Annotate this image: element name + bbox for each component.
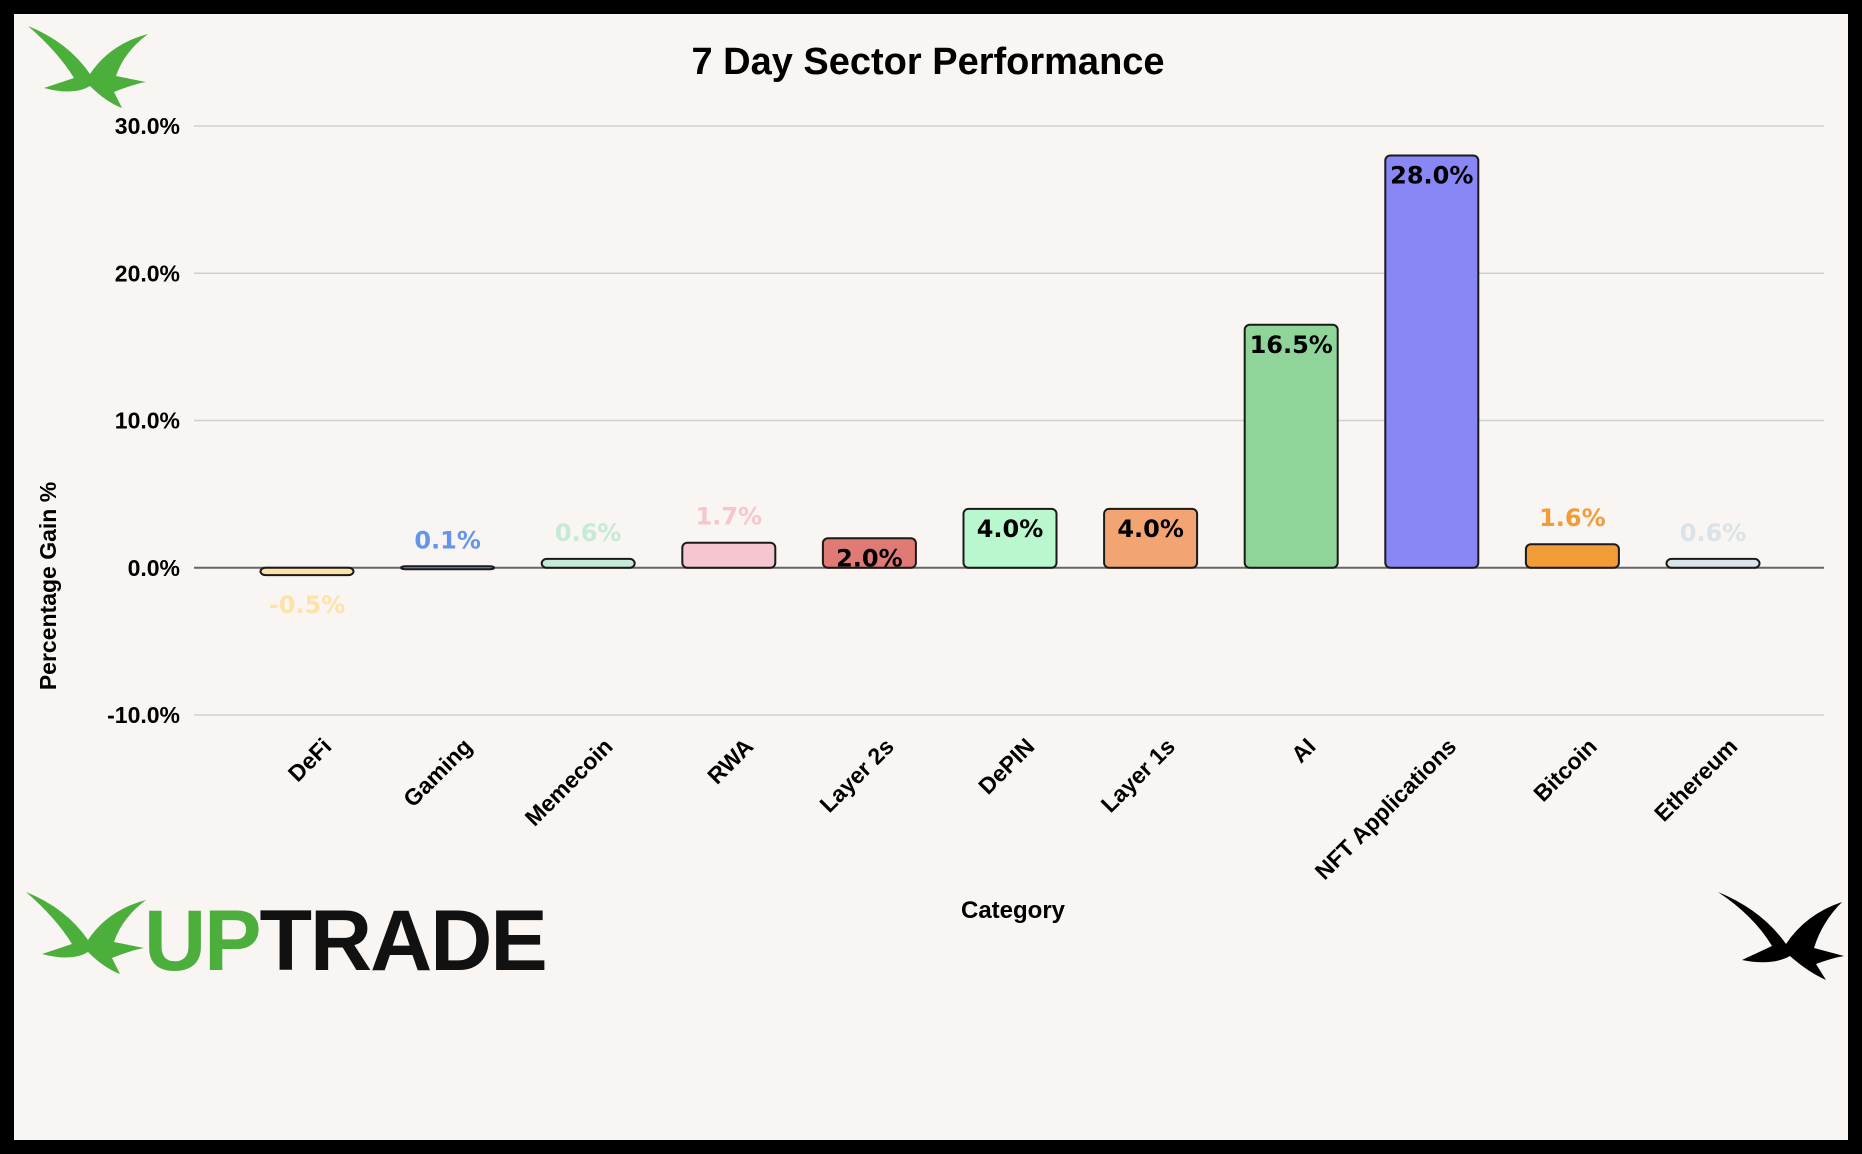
bars (259, 154, 1761, 577)
bar (540, 557, 636, 569)
x-tick-label: Gaming (398, 733, 477, 812)
logo-wordmark-trade: TRADE (259, 893, 545, 989)
y-tick-label: 0.0% (128, 555, 180, 581)
x-tick-label: AI (1286, 733, 1321, 768)
bird-icon (26, 892, 146, 974)
bar (962, 507, 1058, 569)
x-tick-label: Memecoin (520, 733, 618, 831)
logo-wordmark: UPTRADE (144, 893, 546, 989)
value-label: 2.0% (836, 544, 903, 572)
x-axis-ticks: DeFi Gaming Memecoin RWA Layer 2s DePIN Layer … (283, 733, 1743, 885)
x-tick-label: Layer 1s (1096, 733, 1180, 817)
bar (821, 537, 917, 569)
value-label: 0.6% (555, 519, 622, 547)
chart-frame: 7 Day Sector Performance 30.0% 20.0% 10.0%… (14, 14, 1848, 1140)
uptrade-logo: UPTRADE (26, 892, 548, 989)
bar (1384, 154, 1480, 569)
bar-chart: 7 Day Sector Performance 30.0% 20.0% 10.0%… (26, 26, 1844, 989)
value-label: 16.5% (1250, 331, 1333, 359)
x-tick-label: RWA (702, 733, 758, 789)
bar (681, 541, 777, 569)
value-label: 1.7% (696, 503, 763, 531)
y-tick-label: 10.0% (115, 408, 180, 434)
value-label: 0.6% (1680, 519, 1747, 547)
chart-title: 7 Day Sector Performance (691, 41, 1164, 83)
bird-icon (28, 26, 148, 108)
value-label: 1.6% (1539, 504, 1606, 532)
y-axis-ticks: 30.0% 20.0% 10.0% 0.0% -10.0% (107, 113, 180, 728)
value-label: 28.0% (1390, 161, 1473, 189)
bar (1243, 323, 1339, 569)
logo-wordmark-up: UP (144, 893, 259, 989)
x-axis-label: Category (961, 897, 1066, 924)
bar (1665, 557, 1761, 569)
y-axis-label: Percentage Gain % (35, 482, 61, 690)
value-label: -0.5% (269, 591, 346, 619)
value-label: 4.0% (977, 515, 1044, 543)
x-tick-label: Layer 2s (814, 733, 898, 817)
x-tick-label: NFT Applications (1310, 733, 1462, 885)
x-tick-label: DeFi (283, 733, 337, 787)
x-tick-label: Bitcoin (1528, 733, 1602, 807)
bar (1524, 543, 1620, 569)
value-labels: -0.5% 0.1% 0.6% 1.7% 2.0% 4.0% 4.0% 16.5% 28.0% 1… (269, 161, 1747, 619)
bird-icon (1718, 892, 1844, 980)
y-tick-label: 20.0% (115, 260, 180, 286)
x-tick-label: DePIN (973, 733, 1039, 799)
bar (1103, 507, 1199, 569)
x-tick-label: Ethereum (1649, 733, 1742, 826)
value-label: 4.0% (1117, 515, 1184, 543)
value-label: 0.1% (414, 526, 481, 554)
bar (259, 566, 355, 577)
bar (400, 565, 496, 571)
grid-lines (194, 125, 1824, 716)
y-tick-label: -10.0% (107, 702, 180, 728)
y-tick-label: 30.0% (115, 113, 180, 139)
